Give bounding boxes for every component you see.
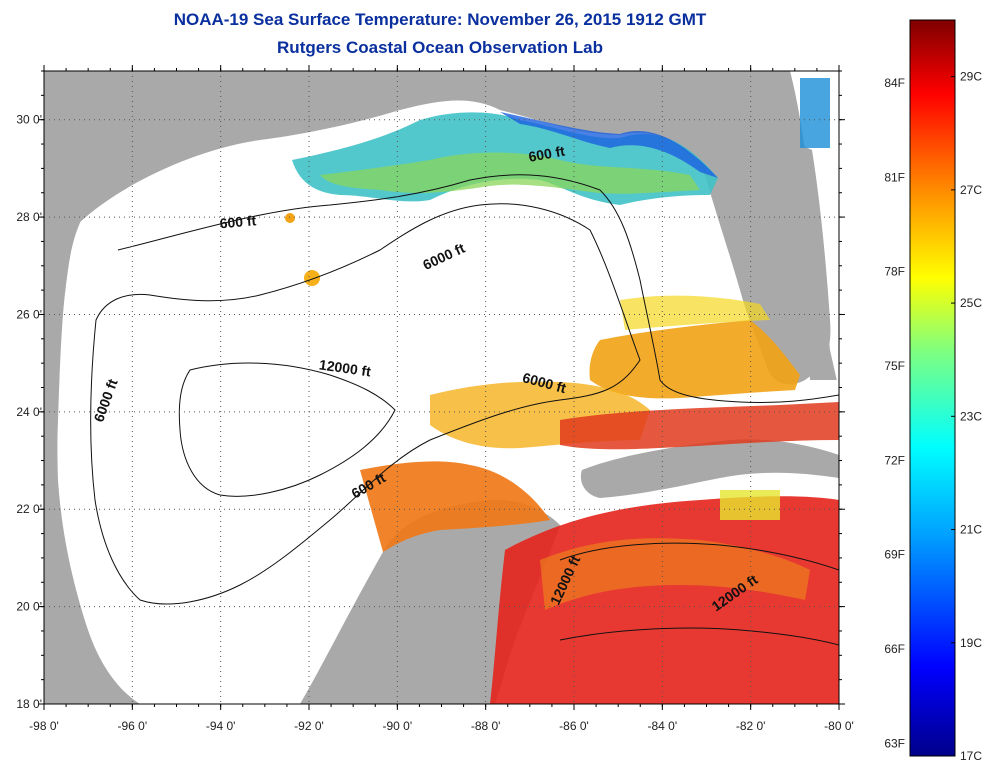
- sst-campeche: [360, 461, 550, 552]
- x-tick-label: -92 0': [294, 719, 324, 733]
- contour-label: 12000 ft: [318, 356, 372, 379]
- sst-north-coast-blue: [500, 112, 718, 178]
- y-tick-label: 22 0': [16, 502, 42, 516]
- sst-patch: [285, 213, 295, 223]
- contour-label: 600 ft: [219, 212, 257, 231]
- sst-patch: [720, 490, 780, 520]
- y-tick-label: 18 0': [16, 697, 42, 711]
- map-grid: [44, 71, 839, 704]
- y-tick-label: 28 0': [16, 210, 42, 224]
- mexico-land: [44, 71, 140, 704]
- sst-patch: [304, 270, 320, 286]
- sst-straits: [560, 402, 839, 450]
- x-tick-label: -94 0': [206, 719, 236, 733]
- y-tick-label: 20 0': [16, 600, 42, 614]
- map-subtitle: Rutgers Coastal Ocean Observation Lab: [277, 38, 603, 57]
- sst-patch: [800, 78, 830, 148]
- x-tick-label: -82 0': [736, 719, 766, 733]
- cuba-land: [580, 439, 839, 498]
- x-tick-label: -88 0': [471, 719, 501, 733]
- x-tick-label: -90 0': [383, 719, 413, 733]
- x-tick-label: -86 0': [559, 719, 589, 733]
- x-tick-label: -96 0': [118, 719, 148, 733]
- contour-600ft: [117, 174, 839, 404]
- x-tick-label: -80 0': [824, 719, 854, 733]
- y-tick-label: 30 0': [16, 113, 42, 127]
- contour-label: 600 ft: [527, 143, 566, 165]
- y-tick-label: 26 0': [16, 307, 42, 321]
- sst-west-florida: [589, 320, 800, 399]
- map-axes: -98 0' -96 0' -94 0' -92 0' -90 0' -88 0' -86 …: [16, 65, 854, 733]
- florida-land: [705, 140, 831, 385]
- x-tick-label: -84 0': [648, 719, 678, 733]
- sst-west-florida-yellow: [620, 295, 770, 330]
- contour-12000ft-carib: [559, 542, 839, 571]
- sst-north-coast-green: [320, 152, 700, 194]
- y-tick-label: 24 0': [16, 405, 42, 419]
- x-tick-label: -98 0': [29, 719, 59, 733]
- sst-caribbean-orange: [540, 538, 810, 610]
- contour-12000ft-carib2: [559, 627, 839, 646]
- contour-6000ft: [90, 203, 641, 605]
- map-title: NOAA-19 Sea Surface Temperature: Novembe…: [173, 10, 707, 29]
- contour-12000ft: [178, 362, 396, 497]
